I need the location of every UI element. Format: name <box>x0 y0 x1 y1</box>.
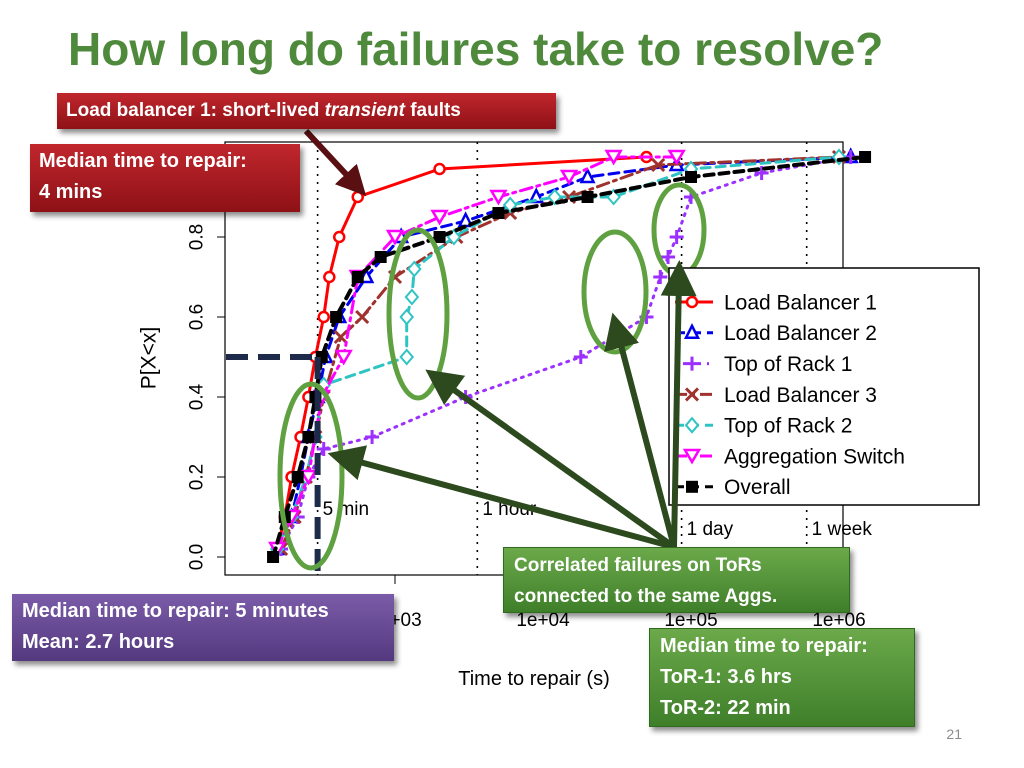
data-point <box>351 271 364 283</box>
overall-median-line-1: Median time to repair: 5 minutes <box>22 600 329 622</box>
data-point <box>651 157 666 173</box>
slide-title: How long do failures take to resolve? <box>68 23 884 75</box>
overall-mean-line: Mean: 2.7 hours <box>22 631 175 653</box>
transient-suffix: faults <box>404 100 461 121</box>
data-point <box>579 167 596 184</box>
legend-label: Top of Rack 1 <box>724 353 852 376</box>
data-point <box>333 329 348 345</box>
callout-arrow <box>327 445 675 550</box>
data-point <box>489 189 508 206</box>
data-point <box>399 308 415 326</box>
x-tick-label: 1e+04 <box>516 610 570 631</box>
reference-line-label: 1 day <box>687 519 734 540</box>
data-point <box>754 166 769 180</box>
legend-box <box>668 267 980 506</box>
data-point <box>653 270 668 284</box>
callout-arrow <box>660 260 697 548</box>
data-point <box>667 149 686 166</box>
data-point <box>385 229 405 246</box>
data-point <box>433 231 446 243</box>
data-point <box>528 187 545 204</box>
data-point <box>581 191 594 203</box>
y-tick-label: 0.4 <box>187 383 208 410</box>
data-point <box>267 551 280 563</box>
y-axis-label: P[X<x] <box>137 327 160 389</box>
data-point <box>317 310 330 324</box>
data-point <box>299 469 318 486</box>
legend-marker <box>685 356 699 371</box>
data-point <box>404 288 420 306</box>
data-point <box>330 311 343 323</box>
legend-label: Load Balancer 1 <box>724 291 877 314</box>
data-point <box>604 149 623 166</box>
callout-arrow <box>425 369 676 550</box>
y-tick-label: 0.0 <box>187 544 208 570</box>
data-point <box>355 309 370 325</box>
page-number: 21 <box>946 726 962 742</box>
y-tick-label: 0.6 <box>187 304 208 330</box>
legend-marker <box>684 387 700 402</box>
x-tick-label: 1e+05 <box>664 610 717 631</box>
correlated-line-1: Correlated failures on ToRs <box>514 555 762 576</box>
data-point <box>291 471 304 483</box>
legend-marker <box>684 416 700 434</box>
y-tick-label: 0.2 <box>187 464 208 490</box>
x-axis-label: Time to repair (s) <box>458 668 610 690</box>
data-point <box>334 349 353 366</box>
transient-emph: transient <box>324 100 405 121</box>
series-overall <box>267 151 872 563</box>
data-point <box>374 251 387 263</box>
legend-marker <box>683 323 701 340</box>
legend-label: Top of Rack 2 <box>724 415 852 438</box>
legend-label: Aggregation Switch <box>724 445 905 468</box>
data-point <box>669 230 684 244</box>
data-point <box>573 350 588 364</box>
transient-arrow <box>303 128 367 197</box>
correlated-failures-callout: Correlated failures on ToRs connected to… <box>503 547 850 613</box>
data-point <box>332 230 346 244</box>
data-point <box>433 162 446 176</box>
legend-marker <box>686 480 698 493</box>
legend-marker <box>682 448 702 465</box>
reference-line-label: 1 week <box>812 519 873 540</box>
data-point <box>302 431 315 443</box>
y-tick-label: 0.8 <box>187 224 208 250</box>
series-line <box>271 155 868 559</box>
tor-repair-line-1: Median time to repair: <box>660 635 868 657</box>
lb1-median-callout: Median time to repair: 4 mins <box>30 144 300 212</box>
x-tick-label: 1e+06 <box>812 610 865 631</box>
legend-marker <box>685 295 699 309</box>
data-point <box>430 209 449 226</box>
legend-label: Overall <box>724 476 791 499</box>
transient-prefix: Load balancer 1: short-lived <box>66 100 325 121</box>
tor-repair-line-2: ToR-1: 3.6 hrs <box>660 666 792 688</box>
correlated-line-2: connected to the same Aggs. <box>514 586 778 607</box>
lb1-median-line-2: 4 mins <box>39 181 103 203</box>
data-point <box>685 171 697 183</box>
callout-arrow <box>604 312 677 548</box>
tor-repair-line-3: ToR-2: 22 min <box>660 697 791 719</box>
highlight-ellipse <box>386 227 450 401</box>
data-point <box>399 348 415 366</box>
highlight-ellipse <box>581 229 649 355</box>
reference-line-label: 5 min <box>323 499 369 520</box>
tor-repair-callout: Median time to repair: ToR-1: 3.6 hrs To… <box>649 628 915 727</box>
data-point <box>559 169 579 186</box>
series-line <box>275 155 679 551</box>
transient-faults-callout: Load balancer 1: short-lived transient f… <box>57 93 556 129</box>
data-point <box>406 260 422 278</box>
lb1-median-line-1: Median time to repair: <box>39 150 247 172</box>
data-point <box>323 270 336 284</box>
data-point <box>492 207 505 219</box>
legend-label: Load Balancer 2 <box>724 322 877 345</box>
data-point <box>365 430 380 444</box>
legend-label: Load Balancer 3 <box>724 384 877 407</box>
data-point <box>351 190 364 204</box>
data-point <box>859 151 872 163</box>
overall-median-callout: Median time to repair: 5 minutes Mean: 2… <box>12 594 394 661</box>
series-line <box>275 155 648 551</box>
